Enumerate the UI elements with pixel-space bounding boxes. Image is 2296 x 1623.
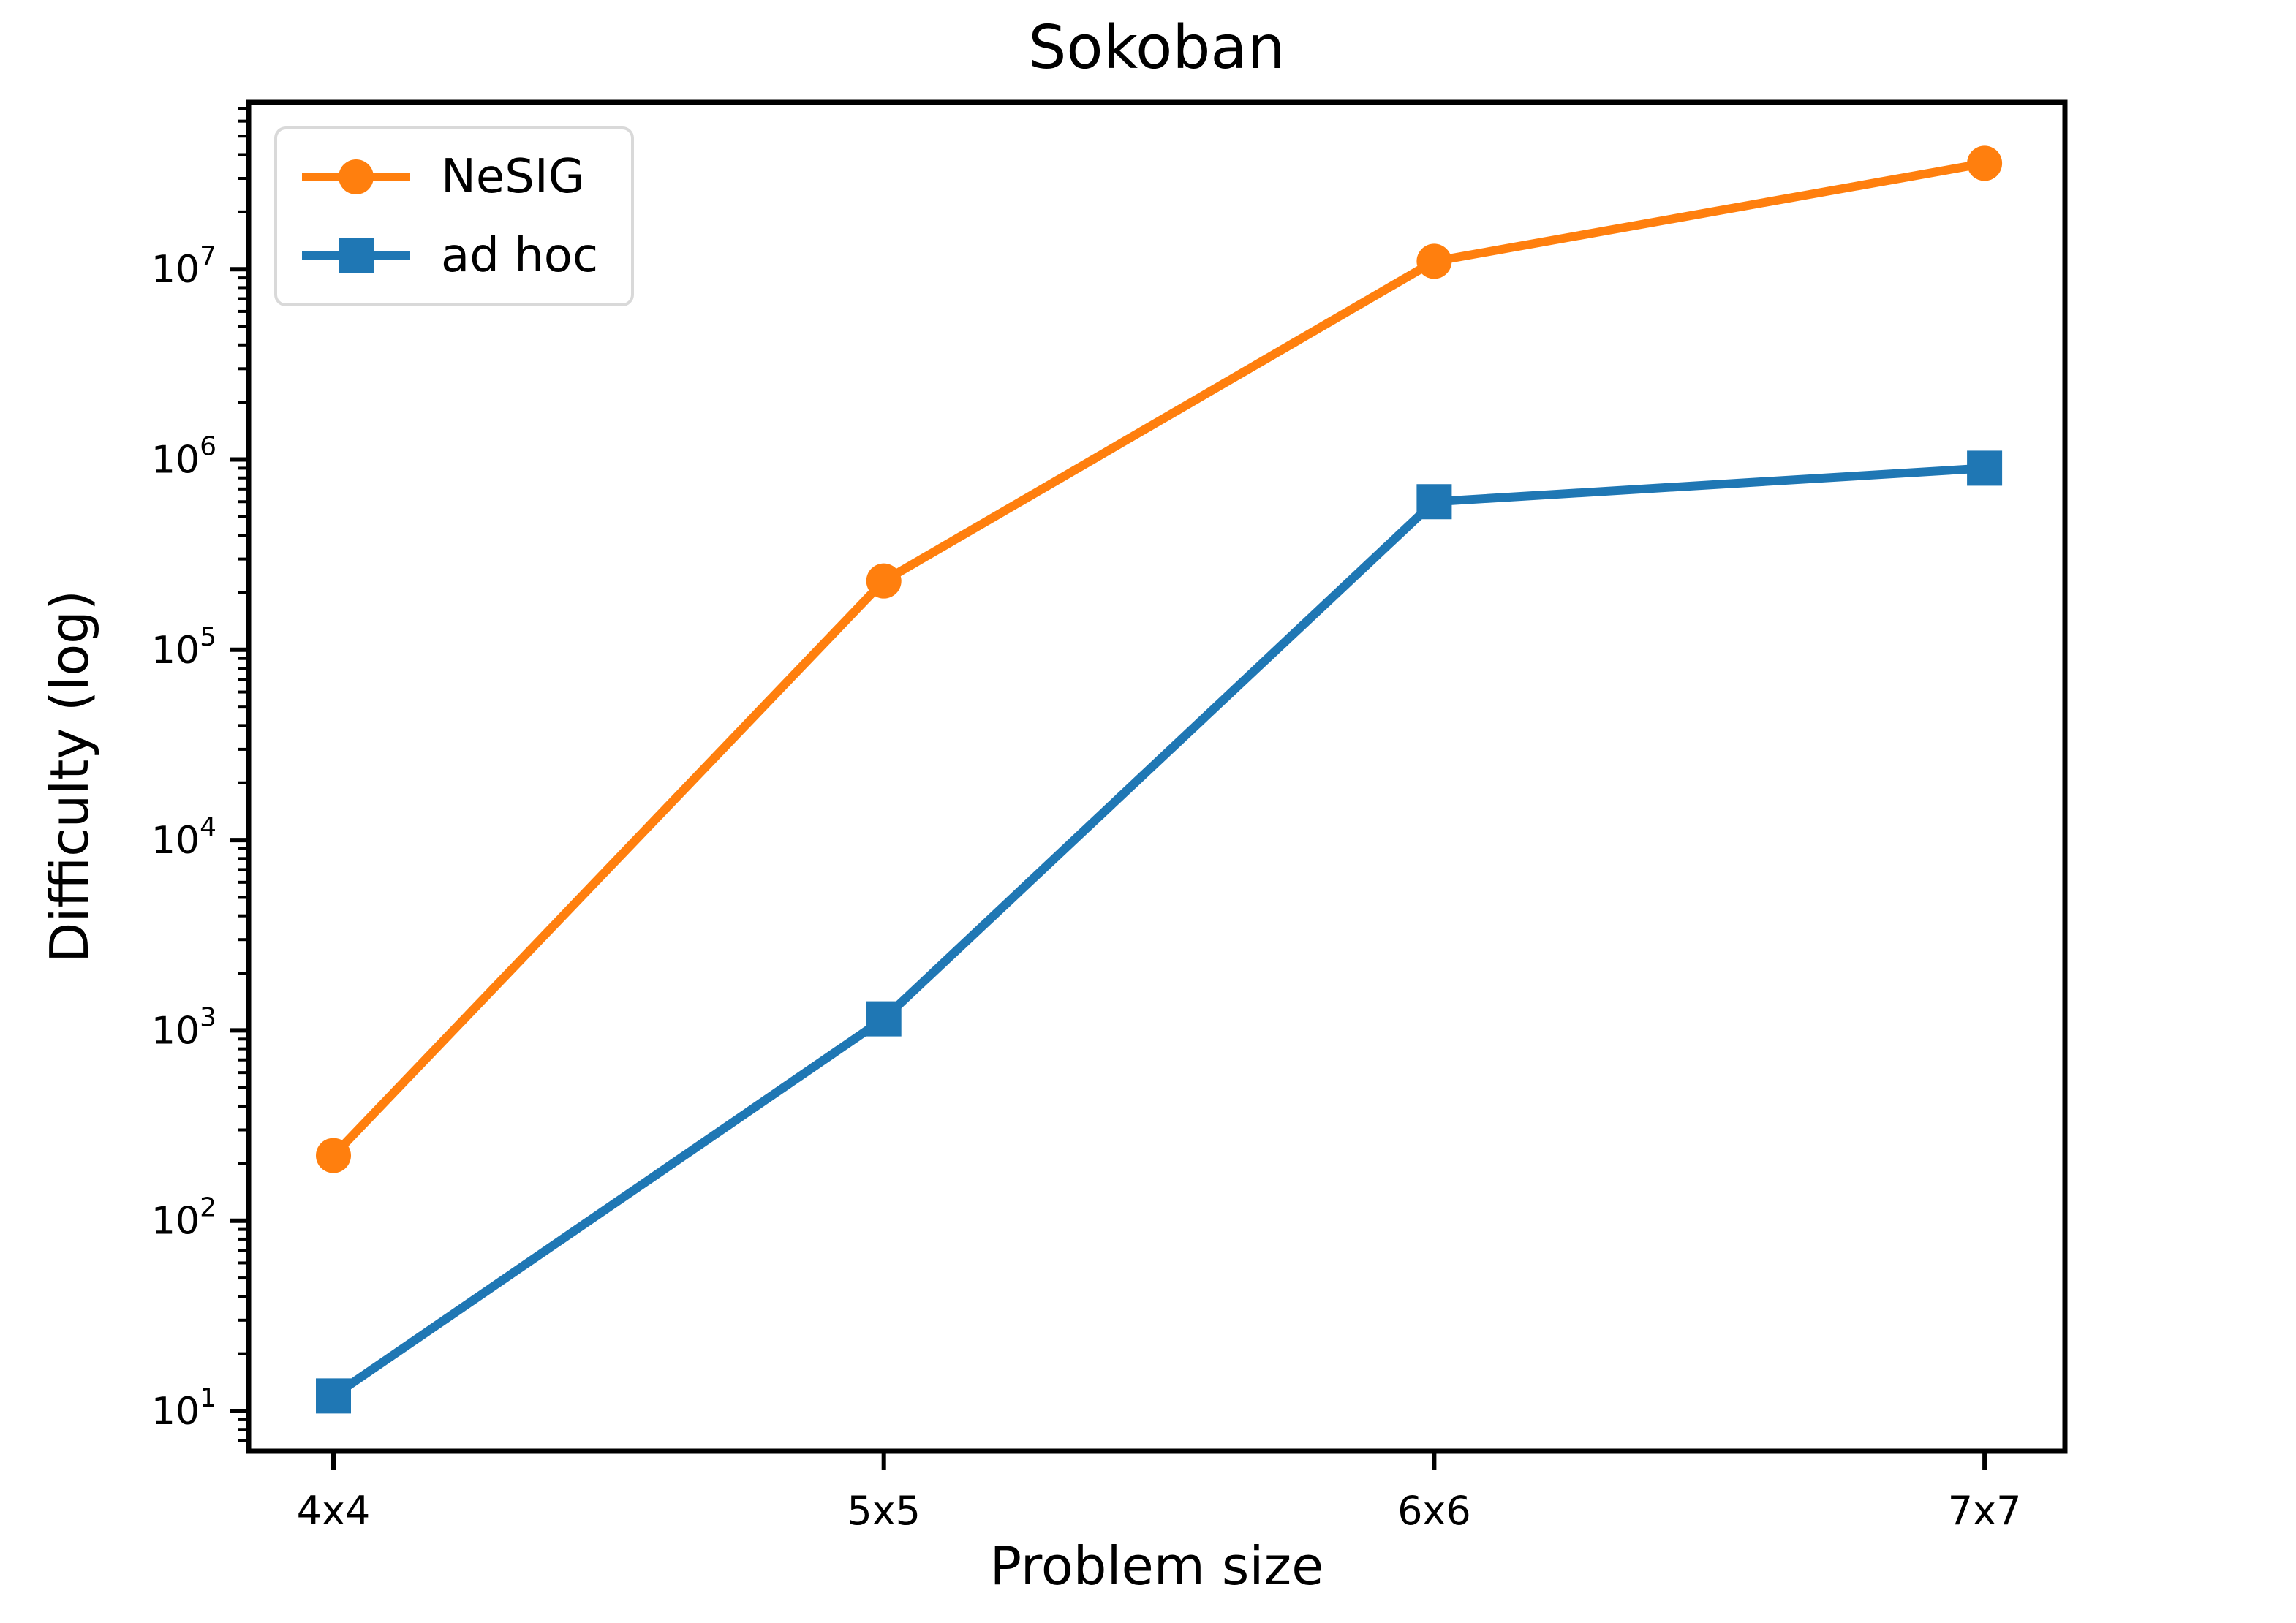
y-tick-label: 101: [151, 1383, 216, 1434]
y-axis-label: Difficulty (log): [39, 590, 100, 963]
y-tick-label: 104: [151, 812, 216, 863]
y-tick-label: 106: [151, 432, 216, 483]
legend-label-adhoc: ad hoc: [441, 229, 599, 283]
data-point-square: [866, 1001, 902, 1037]
data-point-circle: [1967, 145, 2003, 181]
data-point-square: [316, 1378, 351, 1414]
series-line-ad-hoc: [331, 464, 1985, 1400]
y-tick-label: 102: [151, 1193, 216, 1244]
y-tick-label: 107: [151, 241, 216, 292]
chart-title: Sokoban: [1028, 13, 1285, 83]
y-tick-label: 105: [151, 622, 216, 673]
legend-row-adhoc: ad hoc: [299, 229, 605, 283]
plot-area: [246, 99, 2068, 1454]
data-point-circle: [1416, 243, 1452, 279]
x-tick-label: 6x6: [1397, 1488, 1471, 1534]
x-tick-label: 7x7: [1948, 1488, 2022, 1534]
data-point-circle: [866, 563, 902, 599]
x-axis-label: Problem size: [989, 1535, 1324, 1597]
y-tick-label: 103: [151, 1002, 216, 1053]
x-tick-label: 5x5: [847, 1488, 921, 1534]
legend-label-nesig: NeSIG: [441, 150, 585, 204]
series-line-NeSIG: [330, 159, 1986, 1159]
legend-row-nesig: NeSIG: [299, 150, 605, 204]
data-point-square: [1967, 450, 2003, 486]
legend: NeSIG ad hoc: [274, 126, 634, 306]
nesig-line-circle-marker-icon: [302, 159, 410, 194]
legend-sample-square-marker: [339, 238, 374, 273]
x-tick-label: 4x4: [297, 1488, 371, 1534]
adhoc-line-square-marker-icon: [302, 238, 410, 273]
data-point-square: [1416, 484, 1452, 520]
data-point-circle: [316, 1138, 351, 1173]
legend-sample-circle-marker: [339, 159, 374, 194]
